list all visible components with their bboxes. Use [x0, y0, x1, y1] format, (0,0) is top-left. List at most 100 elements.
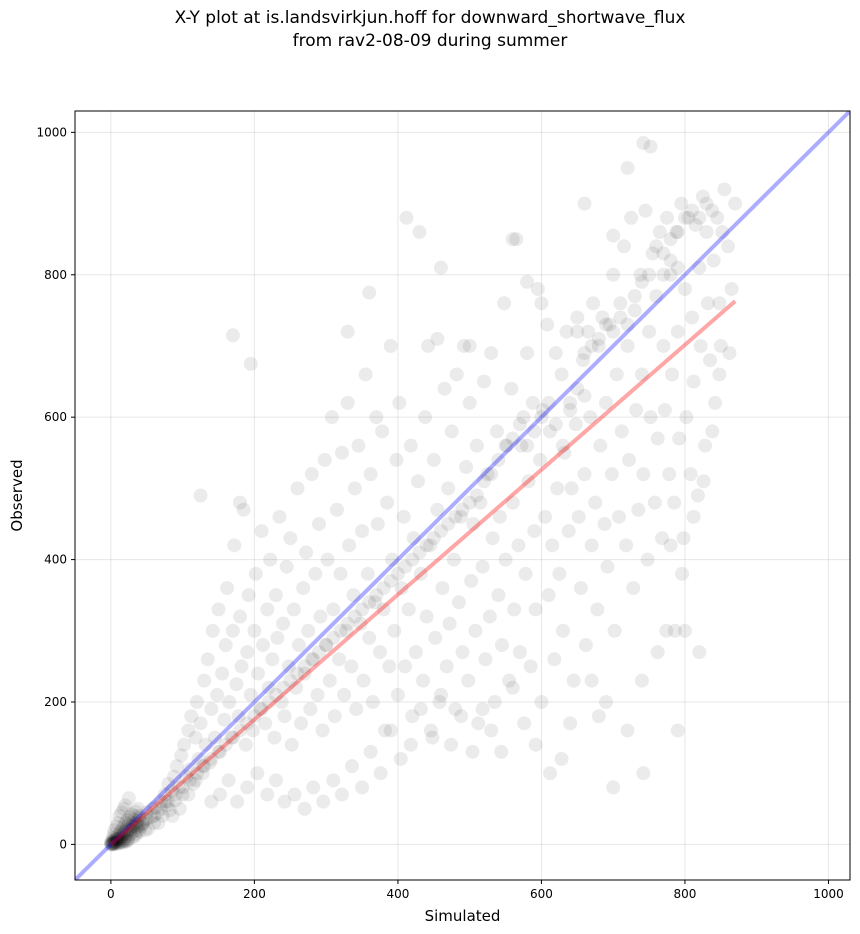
data-point [571, 509, 586, 524]
data-point [362, 630, 377, 645]
data-point [465, 744, 480, 759]
data-point [165, 808, 180, 823]
data-point [311, 516, 326, 531]
data-point [108, 835, 123, 850]
data-point [681, 210, 696, 225]
data-point [700, 296, 715, 311]
data-point [383, 573, 398, 588]
data-point [669, 225, 684, 240]
data-point [222, 694, 237, 709]
data-point [243, 356, 258, 371]
data-point [396, 509, 411, 524]
data-point [642, 324, 657, 339]
data-point [642, 267, 657, 282]
data-point [448, 702, 463, 717]
data-point [351, 438, 366, 453]
data-point [534, 694, 549, 709]
data-point [692, 260, 707, 275]
data-point [297, 659, 312, 674]
data-point [175, 787, 190, 802]
data-point [413, 702, 428, 717]
data-point [675, 566, 690, 581]
data-point [564, 481, 579, 496]
data-point [333, 566, 348, 581]
data-point [123, 823, 138, 838]
data-point [419, 609, 434, 624]
data-point [656, 246, 671, 261]
data-point [667, 623, 682, 638]
data-point [154, 801, 169, 816]
data-point [657, 403, 672, 418]
data-point [517, 716, 532, 731]
data-point [462, 495, 477, 510]
data-point [398, 559, 413, 574]
data-point [487, 694, 502, 709]
data-point [123, 827, 138, 842]
y-axis-label: Observed [8, 459, 26, 531]
data-point [151, 816, 166, 831]
data-point [326, 630, 341, 645]
data-point [432, 694, 447, 709]
data-point [406, 531, 421, 546]
x-tick-label: 0 [107, 887, 115, 901]
data-point [541, 395, 556, 410]
data-point [478, 652, 493, 667]
data-point [225, 730, 240, 745]
data-point [449, 367, 464, 382]
data-point [706, 253, 721, 268]
data-point [584, 538, 599, 553]
data-point [645, 246, 660, 261]
data-point [161, 794, 176, 809]
data-point [310, 687, 325, 702]
data-point [327, 709, 342, 724]
data-point [717, 182, 732, 197]
data-point [554, 367, 569, 382]
data-point [189, 766, 204, 781]
data-point [304, 652, 319, 667]
data-point [392, 395, 407, 410]
data-point [131, 801, 146, 816]
data-point [123, 821, 138, 836]
data-point [516, 410, 531, 425]
data-point [129, 820, 144, 835]
data-point [494, 744, 509, 759]
data-point [317, 452, 332, 467]
data-point [372, 645, 387, 660]
data-point [144, 810, 159, 825]
reference-lines [75, 111, 850, 880]
data-point [316, 794, 331, 809]
data-point [631, 502, 646, 517]
data-point [353, 616, 368, 631]
data-point [347, 609, 362, 624]
data-point [715, 225, 730, 240]
data-point [528, 602, 543, 617]
data-point [469, 438, 484, 453]
data-point [670, 324, 685, 339]
data-point [306, 652, 321, 667]
data-point [367, 595, 382, 610]
data-point [520, 274, 535, 289]
x-axis-label: Simulated [425, 907, 501, 925]
data-point [119, 820, 134, 835]
data-point [563, 403, 578, 418]
data-point [606, 780, 621, 795]
data-point [253, 702, 268, 717]
data-point [290, 481, 305, 496]
data-point [128, 826, 143, 841]
data-point [159, 798, 174, 813]
data-point [125, 818, 140, 833]
data-point [112, 834, 127, 849]
data-point [182, 773, 197, 788]
data-point [633, 267, 648, 282]
data-point [162, 803, 177, 818]
data-point [324, 410, 339, 425]
data-point [111, 830, 126, 845]
data-point [106, 836, 121, 851]
data-point [441, 481, 456, 496]
data-point [283, 673, 298, 688]
data-point [494, 638, 509, 653]
data-point [647, 495, 662, 510]
one-to-one-line [75, 111, 850, 880]
data-point [260, 602, 275, 617]
data-point [304, 467, 319, 482]
